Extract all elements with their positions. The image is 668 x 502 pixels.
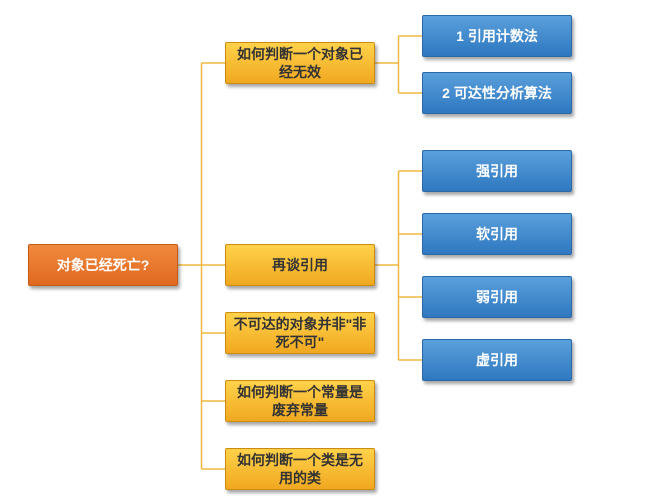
node-c5: 弱引用 (422, 276, 572, 318)
node-c2: 2 可达性分析算法 (422, 72, 572, 114)
node-c3: 强引用 (422, 150, 572, 192)
node-c4: 软引用 (422, 213, 572, 255)
node-b4: 如何判断一个常量是废弃常量 (225, 380, 375, 422)
node-root: 对象已经死亡? (28, 244, 178, 286)
node-c6: 虚引用 (422, 339, 572, 381)
node-b3: 不可达的对象并非"非死不可" (225, 312, 375, 354)
node-b2: 再谈引用 (225, 244, 375, 286)
node-b1: 如何判断一个对象已经无效 (225, 42, 375, 84)
node-b5: 如何判断一个类是无用的类 (225, 448, 375, 490)
node-c1: 1 引用计数法 (422, 15, 572, 57)
